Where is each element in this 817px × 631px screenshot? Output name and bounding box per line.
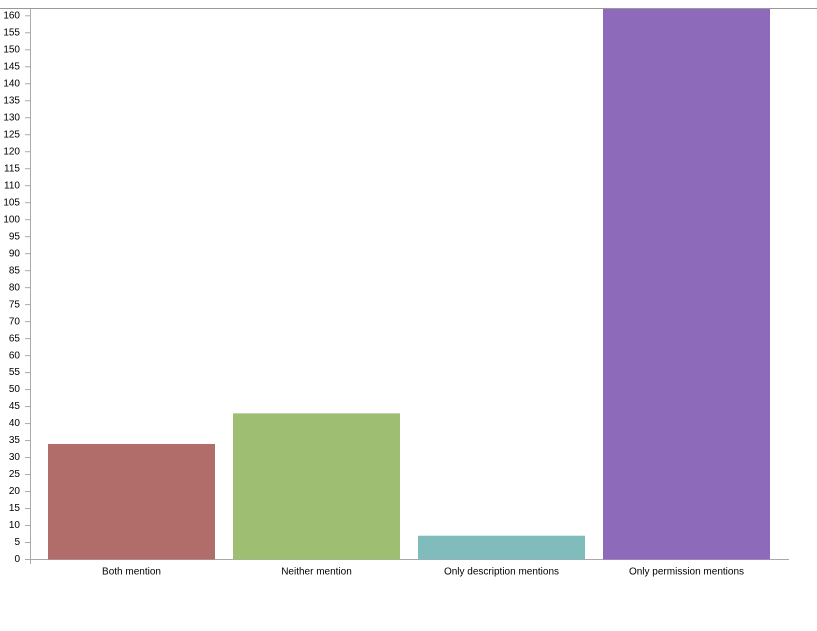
x-tick-label: Neither mention [281,567,352,578]
y-tick-label: 130 [3,112,20,123]
x-tick-label: Only permission mentions [629,567,744,578]
y-tick-label: 135 [3,95,20,106]
y-tick-label: 15 [9,503,21,514]
y-tick-label: 90 [9,248,21,259]
y-tick-label: 75 [9,299,21,310]
y-tick-label: 85 [9,265,21,276]
bar [603,9,770,560]
x-tick-label: Only description mentions [444,567,559,578]
y-tick-label: 55 [9,367,21,378]
y-tick-label: 0 [14,554,20,565]
y-tick-label: 45 [9,401,21,412]
y-tick-label: 105 [3,197,20,208]
y-tick-label: 60 [9,350,21,361]
y-tick-label: 80 [9,282,21,293]
bar [233,413,400,560]
y-tick-label: 100 [3,214,20,225]
y-tick-label: 40 [9,418,21,429]
y-tick-label: 10 [9,520,21,531]
y-tick-label: 110 [4,180,20,191]
bar [48,443,215,560]
bar [418,535,585,560]
y-tick-label: 30 [9,452,21,463]
y-tick-label: 140 [3,78,20,89]
y-tick-label: 20 [9,486,21,497]
y-tick-label: 50 [9,384,21,395]
y-tick-label: 120 [3,146,20,157]
y-tick-label: 155 [3,27,20,38]
y-tick-label: 150 [3,44,20,55]
y-tick-label: 95 [9,231,21,242]
x-tick-label: Both mention [102,567,161,578]
y-tick-label: 65 [9,333,21,344]
y-tick-label: 25 [9,469,21,480]
y-tick-label: 35 [9,435,21,446]
y-tick-label: 125 [3,129,20,140]
y-tick-label: 5 [14,537,20,548]
y-tick-label: 115 [4,163,20,174]
y-tick-label: 160 [3,10,20,21]
y-tick-label: 145 [3,61,20,72]
y-tick-label: 70 [9,316,21,327]
